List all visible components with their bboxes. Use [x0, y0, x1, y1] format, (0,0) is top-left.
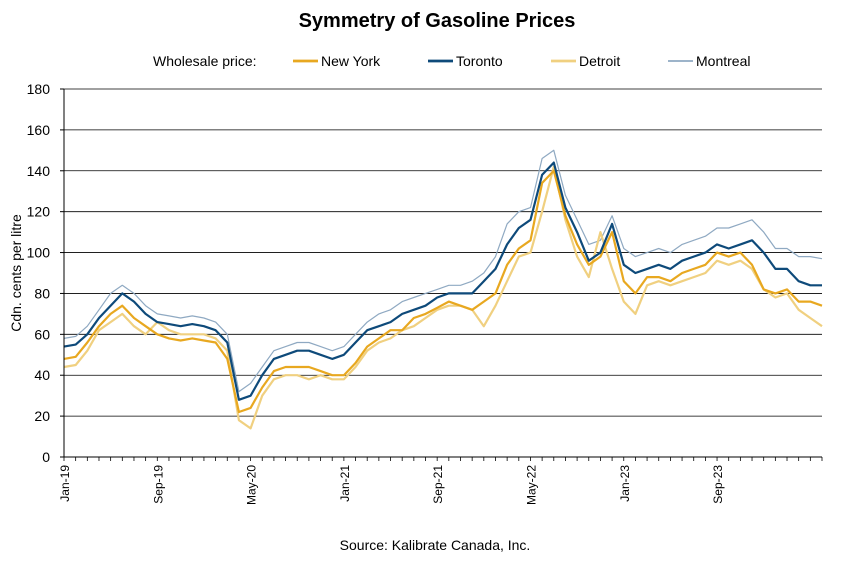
- legend-item-detroit: Detroit: [551, 53, 620, 69]
- legend-label: Toronto: [456, 53, 503, 69]
- y-tick-label: 20: [34, 408, 50, 424]
- legend-label: Detroit: [579, 53, 620, 69]
- x-tick-label: Jan-19: [58, 465, 72, 502]
- source-note: Source: Kalibrate Canada, Inc.: [340, 537, 531, 553]
- y-axis-ticks: 0 20 40 60 80 100 120 140 160 180: [27, 81, 64, 465]
- y-tick-label: 60: [34, 326, 50, 342]
- gridlines: [64, 88, 822, 417]
- legend-label: Montreal: [696, 53, 750, 69]
- x-tick-label: May-22: [524, 465, 538, 505]
- legend-prefix: Wholesale price:: [153, 53, 257, 69]
- chart-title: Symmetry of Gasoline Prices: [299, 10, 576, 32]
- series-line-montreal: [63, 149, 823, 393]
- series-lines: [63, 149, 823, 430]
- y-axis-label: Cdn. cents per litre: [8, 214, 24, 332]
- y-tick-label: 140: [27, 163, 51, 179]
- legend-item-toronto: Toronto: [428, 53, 503, 69]
- y-tick-label: 80: [34, 285, 50, 301]
- legend: Wholesale price: New York Toronto Detroit M…: [153, 53, 750, 69]
- y-tick-label: 180: [27, 81, 51, 97]
- x-tick-label: Sep-23: [711, 465, 725, 504]
- legend-label: New York: [321, 53, 381, 69]
- y-tick-label: 120: [27, 204, 51, 220]
- x-tick-label: Sep-21: [431, 465, 445, 504]
- y-tick-label: 100: [27, 245, 51, 261]
- y-tick-label: 160: [27, 122, 51, 138]
- y-tick-label: 40: [34, 367, 50, 383]
- series-line-toronto: [63, 161, 822, 401]
- series-line-detroit: [63, 165, 823, 430]
- x-tick-label: Jan-23: [618, 465, 632, 502]
- axes: [63, 89, 822, 458]
- x-tick-label: Sep-19: [151, 465, 165, 504]
- x-tick-label: Jan-21: [338, 465, 352, 502]
- y-tick-label: 0: [42, 449, 50, 465]
- x-axis-ticks: Jan-19 Sep-19 May-20 Jan-21 Sep-21 May-22 Jan-…: [58, 457, 823, 505]
- series-line-new-york: [63, 169, 823, 414]
- x-tick-label: May-20: [245, 465, 259, 505]
- legend-item-new-york: New York: [293, 53, 381, 69]
- legend-item-montreal: Montreal: [668, 53, 750, 69]
